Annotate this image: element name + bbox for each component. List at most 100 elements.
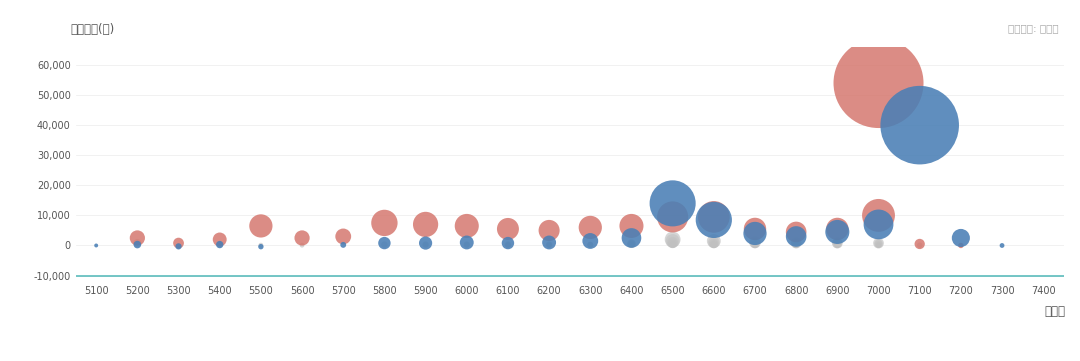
Point xyxy=(623,242,640,247)
Point xyxy=(705,214,723,220)
Point xyxy=(540,240,557,245)
Point xyxy=(664,240,681,245)
Point xyxy=(746,240,764,245)
Point xyxy=(664,240,681,246)
Text: 日持仓量(张): 日持仓量(张) xyxy=(70,23,114,36)
Point xyxy=(953,235,970,241)
Point xyxy=(129,240,146,246)
Point xyxy=(623,241,640,247)
Point xyxy=(499,242,516,248)
Point xyxy=(211,242,228,248)
Point xyxy=(540,227,557,233)
Point xyxy=(912,242,929,248)
Point xyxy=(294,242,311,248)
Point xyxy=(170,243,187,249)
Point xyxy=(211,236,228,242)
Point xyxy=(828,226,846,232)
Point xyxy=(746,242,764,248)
Point xyxy=(994,243,1011,248)
Point xyxy=(953,243,970,248)
Point xyxy=(417,222,434,227)
Point xyxy=(540,242,557,248)
Point xyxy=(705,240,723,246)
Point xyxy=(582,242,599,248)
Point xyxy=(499,226,516,232)
Point xyxy=(582,225,599,230)
Point xyxy=(129,235,146,241)
Point xyxy=(540,242,557,248)
Point xyxy=(869,242,887,248)
Point xyxy=(335,242,352,248)
Point xyxy=(253,244,270,249)
Point xyxy=(705,242,723,248)
Point xyxy=(746,242,764,247)
Text: 气泡大小: 成交量: 气泡大小: 成交量 xyxy=(1009,23,1058,34)
Point xyxy=(582,242,599,248)
Point xyxy=(664,241,681,247)
Point xyxy=(664,214,681,220)
Point xyxy=(869,242,887,247)
Point xyxy=(458,223,475,229)
Point xyxy=(376,242,393,248)
Point xyxy=(664,242,681,248)
Point xyxy=(787,241,805,247)
Point xyxy=(828,242,846,248)
Point xyxy=(540,242,557,248)
Point xyxy=(582,242,599,248)
Point xyxy=(746,240,764,246)
Point xyxy=(787,234,805,239)
Point xyxy=(787,242,805,248)
Point xyxy=(828,241,846,247)
Point xyxy=(499,240,516,246)
Point xyxy=(129,242,146,248)
Point xyxy=(828,242,846,248)
Point xyxy=(912,241,929,247)
Point xyxy=(623,242,640,248)
Point xyxy=(376,240,393,246)
Point xyxy=(705,242,723,248)
Point xyxy=(869,80,887,86)
Point xyxy=(623,235,640,241)
Point xyxy=(623,223,640,229)
Point xyxy=(787,242,805,248)
Point xyxy=(499,242,516,248)
Point xyxy=(417,240,434,246)
Point xyxy=(828,242,846,248)
Point xyxy=(828,240,846,246)
Point xyxy=(705,241,723,247)
Point xyxy=(623,241,640,247)
Point xyxy=(705,217,723,223)
Point xyxy=(787,229,805,235)
Point xyxy=(787,242,805,248)
Point xyxy=(376,220,393,226)
Point xyxy=(869,241,887,247)
Point xyxy=(499,242,516,248)
Point xyxy=(705,242,723,247)
Point xyxy=(253,242,270,248)
Point xyxy=(746,231,764,236)
Point xyxy=(953,243,970,248)
Point xyxy=(582,238,599,244)
Point xyxy=(664,200,681,206)
Point xyxy=(746,241,764,247)
Point xyxy=(458,242,475,248)
Text: 行权价: 行权价 xyxy=(1044,305,1066,318)
Point xyxy=(746,226,764,232)
Point xyxy=(869,222,887,227)
Point xyxy=(869,243,887,248)
Point xyxy=(458,242,475,248)
Point xyxy=(170,244,187,249)
Point xyxy=(253,223,270,229)
Point xyxy=(540,242,557,248)
Point xyxy=(87,243,105,248)
Point xyxy=(787,242,805,247)
Point xyxy=(623,242,640,248)
Point xyxy=(746,242,764,248)
Point xyxy=(705,238,723,244)
Point xyxy=(705,240,723,245)
Point xyxy=(828,242,846,248)
Point xyxy=(912,122,929,128)
Point xyxy=(869,240,887,246)
Point xyxy=(458,240,475,245)
Point xyxy=(417,242,434,248)
